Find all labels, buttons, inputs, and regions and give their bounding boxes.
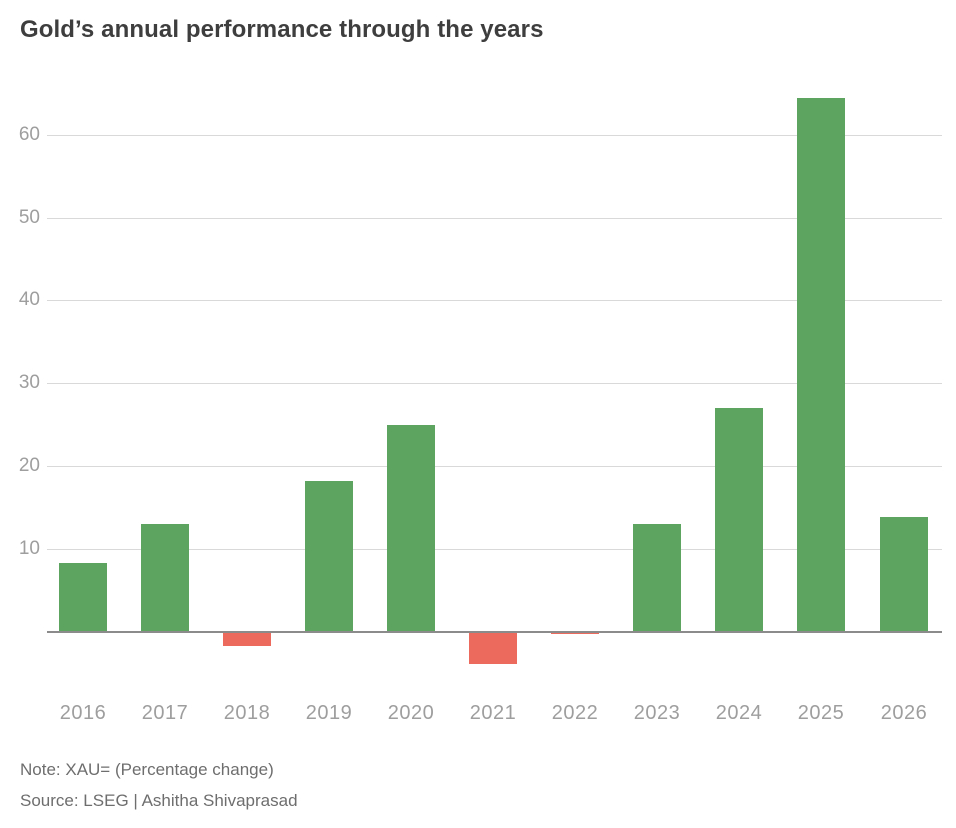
chart-title: Gold’s annual performance through the ye… [20, 16, 544, 43]
gridline-60 [47, 135, 942, 136]
chart-note: Note: XAU= (Percentage change) [20, 760, 274, 779]
gridline-20 [47, 466, 942, 467]
x-tick-label-2016: 2016 [59, 702, 107, 724]
y-tick-label-30: 30 [18, 372, 40, 393]
bar-2021 [469, 632, 517, 664]
x-tick-label-2024: 2024 [715, 702, 763, 724]
chart-source: Source: LSEG | Ashitha Shivaprasad [20, 791, 298, 810]
bar-2017 [141, 524, 189, 633]
bar-2018 [223, 632, 271, 646]
gridline-50 [47, 218, 942, 219]
bar-2016 [59, 563, 107, 633]
x-tick-label-2023: 2023 [633, 702, 681, 724]
bar-2020 [387, 425, 435, 633]
bar-2026 [880, 517, 928, 633]
x-tick-label-2019: 2019 [305, 702, 353, 724]
y-tick-label-60: 60 [18, 124, 40, 145]
x-axis-baseline [47, 631, 942, 633]
gridline-40 [47, 300, 942, 301]
x-tick-label-2020: 2020 [387, 702, 435, 724]
x-tick-label-2018: 2018 [223, 702, 271, 724]
x-tick-label-2026: 2026 [880, 702, 928, 724]
x-tick-label-2017: 2017 [141, 702, 189, 724]
y-tick-label-20: 20 [18, 455, 40, 476]
bar-2022 [551, 632, 599, 634]
y-tick-label-50: 50 [18, 207, 40, 228]
x-tick-label-2025: 2025 [797, 702, 845, 724]
bar-2019 [305, 481, 353, 633]
x-tick-label-2021: 2021 [469, 702, 517, 724]
bar-2025 [797, 98, 845, 633]
y-tick-label-40: 40 [18, 289, 40, 310]
bar-2024 [715, 408, 763, 633]
x-tick-label-2022: 2022 [551, 702, 599, 724]
y-tick-label-10: 10 [18, 538, 40, 559]
gridline-30 [47, 383, 942, 384]
gridline-10 [47, 549, 942, 550]
bar-2023 [633, 524, 681, 633]
